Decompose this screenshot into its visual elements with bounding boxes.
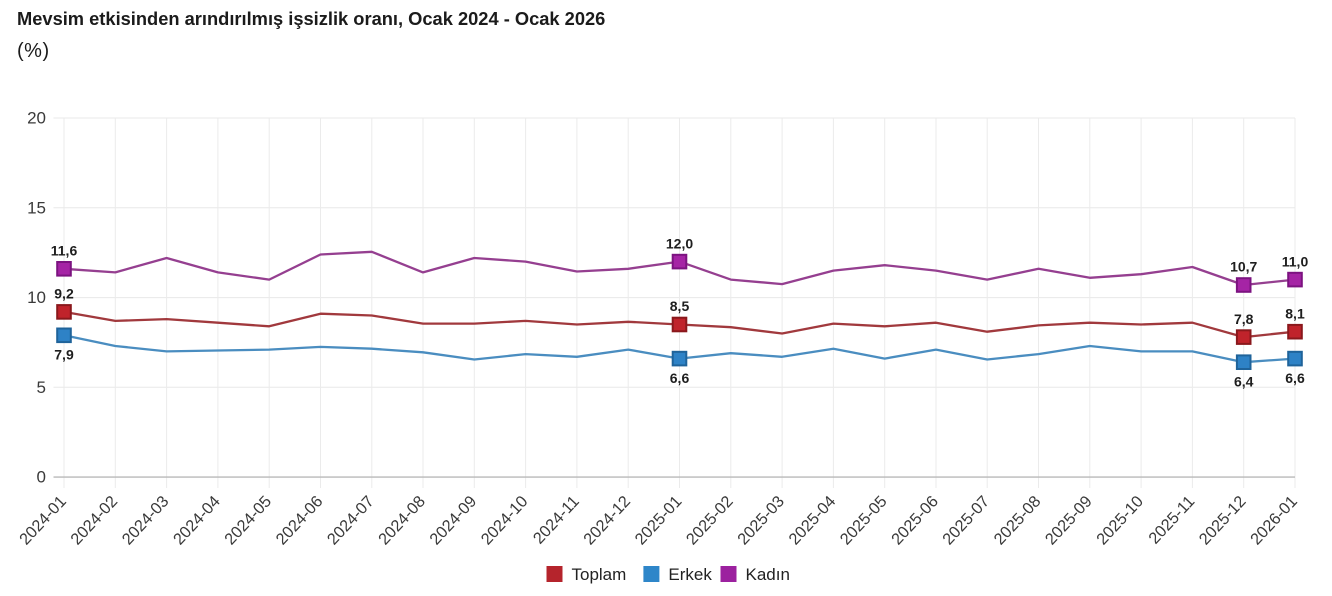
svg-text:2025-10: 2025-10 [1093,492,1147,548]
svg-text:6,6: 6,6 [1285,370,1305,386]
svg-text:11,6: 11,6 [51,243,78,259]
svg-text:5: 5 [37,378,46,397]
svg-text:2024-04: 2024-04 [170,492,224,548]
svg-text:7,8: 7,8 [1234,311,1254,327]
svg-text:2024-10: 2024-10 [478,492,532,548]
svg-text:0: 0 [37,468,46,487]
svg-text:2024-06: 2024-06 [273,492,327,548]
svg-text:2024-09: 2024-09 [426,492,480,548]
svg-text:2024-03: 2024-03 [119,492,173,548]
svg-text:2025-02: 2025-02 [683,492,737,548]
svg-text:2025-06: 2025-06 [888,492,942,548]
svg-text:2025-11: 2025-11 [1145,492,1198,547]
svg-text:10,7: 10,7 [1230,259,1257,275]
svg-text:2024-05: 2024-05 [221,492,275,548]
svg-text:20: 20 [27,109,46,128]
svg-text:12,0: 12,0 [666,235,693,251]
svg-text:Erkek: Erkek [668,565,712,584]
svg-text:2024-11: 2024-11 [530,492,583,547]
svg-text:2025-12: 2025-12 [1196,492,1250,548]
svg-text:2024-01: 2024-01 [16,492,70,548]
svg-text:2024-08: 2024-08 [375,492,429,548]
svg-text:2025-03: 2025-03 [734,492,788,548]
svg-text:2025-07: 2025-07 [939,492,993,548]
svg-text:15: 15 [27,198,46,217]
svg-text:2026-01: 2026-01 [1247,492,1301,548]
svg-text:2025-08: 2025-08 [991,492,1045,548]
svg-text:2024-12: 2024-12 [580,492,634,548]
svg-text:8,1: 8,1 [1285,305,1305,321]
svg-text:6,4: 6,4 [1234,374,1254,390]
svg-text:9,2: 9,2 [54,286,74,302]
svg-text:2024-07: 2024-07 [324,492,378,548]
svg-text:Toplam: Toplam [572,565,627,584]
svg-text:2025-05: 2025-05 [837,492,891,548]
svg-text:Kadın: Kadın [746,565,790,584]
svg-text:2024-02: 2024-02 [67,492,121,548]
svg-text:10: 10 [27,288,46,307]
svg-text:11,0: 11,0 [1282,253,1309,269]
svg-text:2025-04: 2025-04 [785,492,839,548]
svg-text:2025-01: 2025-01 [632,492,686,548]
svg-text:2025-09: 2025-09 [1042,492,1096,548]
svg-text:8,5: 8,5 [670,298,690,314]
svg-text:6,6: 6,6 [670,370,690,386]
svg-text:7,9: 7,9 [54,347,74,363]
